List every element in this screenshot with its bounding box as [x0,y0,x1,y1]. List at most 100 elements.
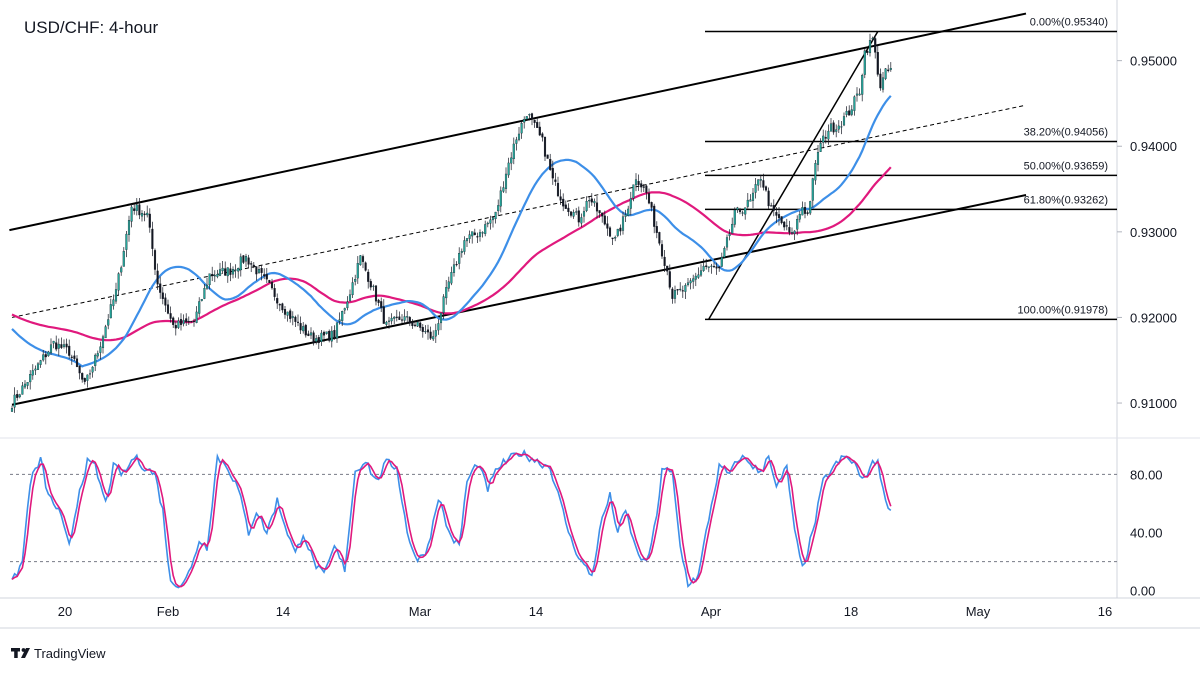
candle [666,265,669,276]
candle [627,205,630,217]
candle [575,207,578,215]
candle [221,261,224,274]
tradingview-logo-icon [11,648,30,658]
brand-label: TradingView [34,646,106,661]
channel-lower-line[interactable] [11,194,1027,406]
fibonacci-level-label: 38.20%(0.94056) [1024,126,1108,138]
candle [216,269,219,279]
candle [489,215,492,230]
candle [499,186,502,213]
candle [866,49,869,56]
trend-lines[interactable] [9,12,1027,406]
candle [601,212,604,223]
candle [23,380,27,389]
candle [99,341,102,360]
candle [195,306,198,324]
candle [455,261,458,267]
candle [190,320,193,323]
candle [614,235,617,242]
candle [198,297,201,317]
candle [179,313,183,331]
candle [57,338,60,356]
candle [86,374,89,388]
candle [335,322,339,343]
candle [120,265,123,276]
candle [247,254,250,269]
candle [29,370,32,390]
candle [213,270,216,283]
candle [829,118,833,132]
time-tick-label: Apr [701,604,722,619]
candle [465,238,469,248]
candle [632,184,635,202]
candle [237,267,240,279]
candle [822,129,825,149]
fibonacci-level[interactable]: 100.00%(0.91978) [705,304,1117,321]
candle [434,323,437,343]
candle [606,216,609,236]
candle [754,177,757,199]
candle [361,254,365,269]
candle [13,387,16,413]
fibonacci-level[interactable]: 38.20%(0.94056) [705,126,1117,143]
candle [525,116,528,120]
candle [231,266,235,279]
candle [322,330,326,343]
candle [419,321,422,331]
channel-midline[interactable] [11,104,1027,318]
candle [320,329,323,346]
candle [296,314,300,327]
candle [239,253,242,277]
candle [486,221,489,228]
time-tick-label: May [966,604,991,619]
candle [699,264,703,277]
candle [491,216,495,228]
candle [161,287,164,305]
candle [226,267,229,283]
candle [788,220,791,236]
candle [582,206,586,223]
channel-upper-line[interactable] [9,12,1027,232]
candle [507,157,510,178]
candle [34,365,37,376]
fibonacci-trend-line[interactable] [708,31,879,320]
candle [83,377,86,385]
candle [395,309,398,322]
candle [619,224,622,236]
candle [520,120,523,139]
fibonacci-level[interactable]: 50.00%(0.93659) [705,160,1117,177]
candle [793,230,796,241]
fibonacci-level[interactable]: 0.00%(0.95340) [705,17,1117,33]
candle [268,279,271,284]
candle [879,68,882,91]
candle [588,196,591,208]
candle [52,340,55,349]
candle [814,159,817,185]
candle [497,199,500,216]
candle [577,206,580,227]
candle [164,293,167,313]
candle [686,278,690,287]
candle [684,283,687,300]
candle [780,216,783,225]
candle [824,130,827,144]
stochastic-oscillator [11,448,892,589]
candle [660,240,664,259]
candle [580,213,583,228]
candle [133,204,136,215]
candle [803,202,807,219]
candle [837,120,840,133]
candle [790,227,794,235]
candle [645,184,648,200]
candle [307,330,310,337]
oscillator-tick-label: 40.00 [1130,526,1163,541]
candle [42,349,45,362]
candle [343,307,346,315]
candle [595,196,599,219]
candle [762,173,765,191]
oscillator-tick-label: 0.00 [1130,584,1155,599]
slow-moving-average-line [11,166,892,342]
candle [109,298,112,319]
candle [806,210,809,216]
